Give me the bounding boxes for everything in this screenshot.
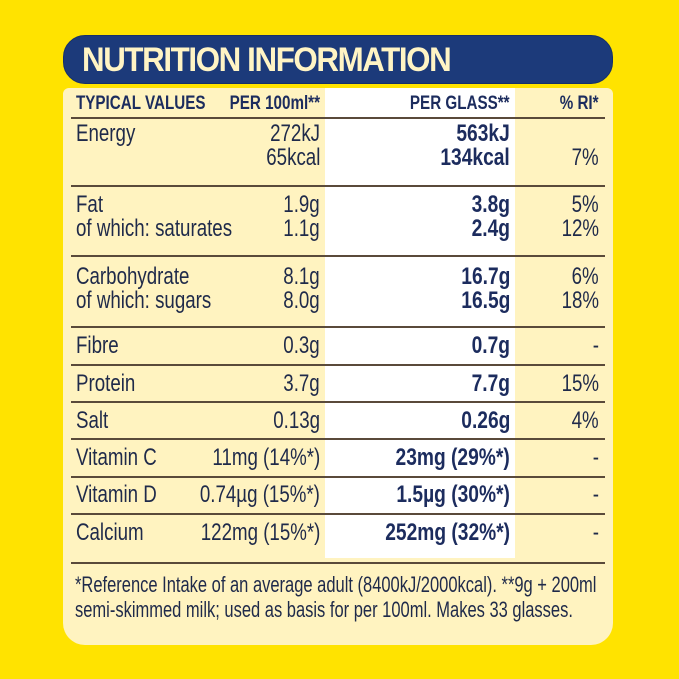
per-glass-value: 7.7g bbox=[471, 370, 510, 397]
title-banner: NUTRITION INFORMATION bbox=[63, 35, 613, 84]
per-100ml-value: 0.13g bbox=[273, 407, 320, 434]
nutrition-table: TYPICAL VALUES PER 100ml** PER GLASS** %… bbox=[63, 88, 613, 645]
per-glass-value: 16.7g bbox=[460, 263, 510, 290]
per-100ml-value: 8.0g bbox=[283, 287, 320, 314]
column-header-ri: % RI* bbox=[560, 93, 599, 114]
row-sublabel: of which: saturates bbox=[76, 215, 233, 242]
row-label: Calcium bbox=[76, 519, 144, 546]
per-100ml-value: 11mg (14%*) bbox=[212, 444, 320, 471]
divider bbox=[71, 185, 605, 187]
per-100ml-value: 0.74µg (15%*) bbox=[199, 481, 320, 508]
ri-value: - bbox=[592, 444, 599, 471]
column-header-typical-values: TYPICAL VALUES bbox=[76, 93, 206, 114]
row-label: Vitamin D bbox=[76, 481, 157, 508]
per-glass-value: 3.8g bbox=[471, 191, 510, 218]
ri-value: - bbox=[592, 332, 599, 359]
row-label: Vitamin C bbox=[76, 444, 157, 471]
per-100ml-value: 122mg (15%*) bbox=[200, 519, 320, 546]
ri-value: 15% bbox=[561, 370, 599, 397]
row-sublabel: of which: sugars bbox=[76, 287, 212, 314]
per-glass-value: 23mg (29%*) bbox=[395, 444, 510, 471]
divider bbox=[71, 364, 605, 366]
ri-value: 12% bbox=[561, 215, 599, 242]
per-glass-column-highlight bbox=[325, 88, 515, 558]
ri-value: - bbox=[592, 519, 599, 546]
per-glass-value: 2.4g bbox=[471, 215, 510, 242]
per-100ml-value: 8.1g bbox=[283, 263, 320, 290]
divider bbox=[71, 438, 605, 440]
divider bbox=[71, 476, 605, 478]
divider bbox=[71, 326, 605, 328]
per-glass-value: 134kcal bbox=[440, 144, 510, 171]
footnote-line-2: semi-skimmed milk; used as basis for per… bbox=[75, 597, 573, 622]
row-label: Protein bbox=[76, 370, 136, 397]
per-100ml-value: 272kJ bbox=[270, 120, 320, 147]
divider bbox=[71, 117, 605, 119]
per-glass-value: 0.7g bbox=[471, 332, 510, 359]
row-label: Fat bbox=[76, 191, 104, 218]
divider bbox=[71, 401, 605, 403]
per-100ml-value: 65kcal bbox=[265, 144, 320, 171]
ri-value: - bbox=[592, 481, 599, 508]
divider bbox=[71, 255, 605, 257]
per-glass-value: 16.5g bbox=[460, 287, 510, 314]
column-header-per-glass: PER GLASS** bbox=[410, 93, 510, 114]
row-label: Salt bbox=[76, 407, 109, 434]
per-100ml-value: 0.3g bbox=[283, 332, 320, 359]
per-glass-value: 1.5µg (30%*) bbox=[396, 481, 510, 508]
ri-value: 4% bbox=[571, 407, 599, 434]
row-label: Fibre bbox=[76, 332, 119, 359]
ri-value: 7% bbox=[571, 144, 599, 171]
per-100ml-value: 3.7g bbox=[283, 370, 320, 397]
ri-value: 6% bbox=[571, 263, 599, 290]
divider bbox=[71, 562, 605, 564]
ri-value: 18% bbox=[561, 287, 599, 314]
ri-value: 5% bbox=[571, 191, 599, 218]
per-glass-value: 0.26g bbox=[460, 407, 510, 434]
per-glass-value: 252mg (32%*) bbox=[385, 519, 510, 546]
per-100ml-value: 1.9g bbox=[283, 191, 320, 218]
per-100ml-value: 1.1g bbox=[283, 215, 320, 242]
footnote: *Reference Intake of an average adult (8… bbox=[75, 572, 600, 622]
row-label: Energy bbox=[76, 120, 136, 147]
page-title: NUTRITION INFORMATION bbox=[82, 41, 452, 79]
divider bbox=[71, 513, 605, 515]
row-label: Carbohydrate bbox=[76, 263, 190, 290]
per-glass-value: 563kJ bbox=[456, 120, 510, 147]
column-header-per-100ml: PER 100ml** bbox=[229, 93, 320, 114]
footnote-line-1: *Reference Intake of an average adult (8… bbox=[75, 572, 597, 597]
